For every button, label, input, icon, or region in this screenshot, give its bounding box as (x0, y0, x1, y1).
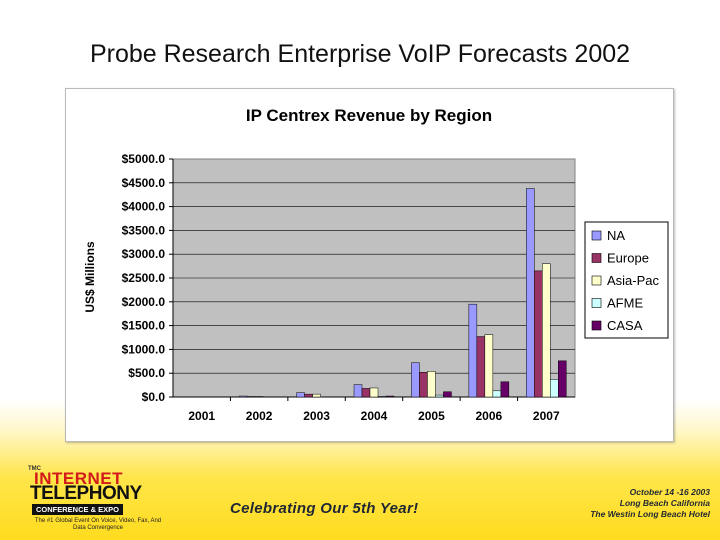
bar-europe-2004 (361, 388, 371, 398)
bar-asia-pac-2003 (312, 393, 321, 398)
event-info: October 14 -16 2003 Long Beach Californi… (590, 487, 710, 520)
y-tick-label: $4000.0 (122, 200, 166, 214)
bar-afme-2006 (492, 390, 502, 398)
bar-afme-2005 (435, 394, 444, 398)
bar-na-2007 (526, 188, 535, 398)
legend-swatch-afme (591, 298, 602, 308)
logo-conference: CONFERENCE & EXPO (32, 504, 123, 515)
y-tick-label: $1000.0 (122, 342, 166, 356)
event-venue: The Westin Long Beach Hotel (590, 509, 710, 519)
y-tick-label: $4500.0 (122, 176, 166, 190)
chart-title: IP Centrex Revenue by Region (246, 106, 492, 125)
legend-label-europe: Europe (607, 251, 649, 266)
y-tick-label: $2000.0 (122, 295, 166, 309)
bar-asia-pac-2005 (427, 371, 436, 398)
logo-tagline: The #1 Global Event On Voice, Video, Fax… (34, 518, 162, 531)
logo-internet: INTERNET (34, 469, 123, 488)
y-tick-label: $0.0 (142, 390, 166, 404)
legend-label-casa: CASA (607, 318, 643, 333)
bar-na-2006 (468, 303, 478, 398)
legend-swatch-asia-pac (591, 275, 602, 286)
bar-casa-2006 (500, 381, 510, 398)
legend-box (584, 221, 669, 339)
event-logo: TMC INTERNET TELEPHONY CONFERENCE & EXPO… (28, 466, 168, 538)
x-tick-label: 2001 (188, 409, 215, 423)
bar-europe-2006 (476, 336, 486, 398)
bar-asia-pac-2004 (369, 387, 379, 398)
bar-asia-pac-2007 (542, 263, 551, 398)
x-tick-label: 2003 (303, 409, 330, 423)
bar-europe-2005 (419, 371, 428, 398)
logo-tmc: TMC (28, 466, 41, 472)
bar-casa-2007 (558, 360, 567, 398)
x-tick-label: 2002 (246, 409, 273, 423)
bar-europe-2003 (304, 393, 313, 398)
legend-label-asia-pac: Asia-Pac (607, 273, 660, 288)
y-tick-label: $5000.0 (122, 152, 166, 166)
slogan: Celebrating Our 5th Year! (230, 500, 419, 517)
bar-europe-2007 (534, 270, 543, 398)
legend-swatch-casa (591, 320, 602, 331)
bar-casa-2005 (443, 391, 452, 398)
event-dates: October 14 -16 2003 (629, 487, 710, 497)
y-tick-label: $500.0 (128, 366, 165, 380)
y-tick-label: $3500.0 (122, 223, 166, 237)
event-location: Long Beach California (619, 498, 710, 508)
x-tick-label: 2005 (418, 409, 445, 423)
legend-label-afme: AFME (607, 296, 643, 311)
x-tick-label: 2007 (533, 409, 560, 423)
bar-na-2003 (296, 392, 305, 398)
logo-telephony: TELEPHONY (30, 483, 142, 504)
x-tick-label: 2004 (361, 409, 388, 423)
y-tick-label: $1500.0 (122, 319, 166, 333)
bar-na-2005 (411, 362, 420, 398)
bar-afme-2007 (550, 379, 559, 398)
chart-panel: IP Centrex Revenue by Region US$ Million… (65, 88, 674, 442)
legend-swatch-europe (591, 253, 602, 263)
bar-na-2002 (238, 395, 248, 398)
bar-asia-pac-2006 (484, 334, 494, 398)
bar-chart: IP Centrex Revenue by Region US$ Million… (83, 106, 669, 423)
y-tick-label: $3000.0 (122, 247, 166, 261)
y-tick-label: $2500.0 (122, 271, 166, 285)
slide-title: Probe Research Enterprise VoIP Forecasts… (89, 40, 631, 68)
legend-swatch-na (591, 230, 602, 241)
legend-label-na: NA (607, 228, 625, 243)
y-axis-label: US$ Millions (83, 241, 97, 313)
bar-na-2004 (353, 384, 363, 398)
x-tick-label: 2006 (476, 409, 503, 423)
bar-casa-2004 (385, 395, 395, 398)
